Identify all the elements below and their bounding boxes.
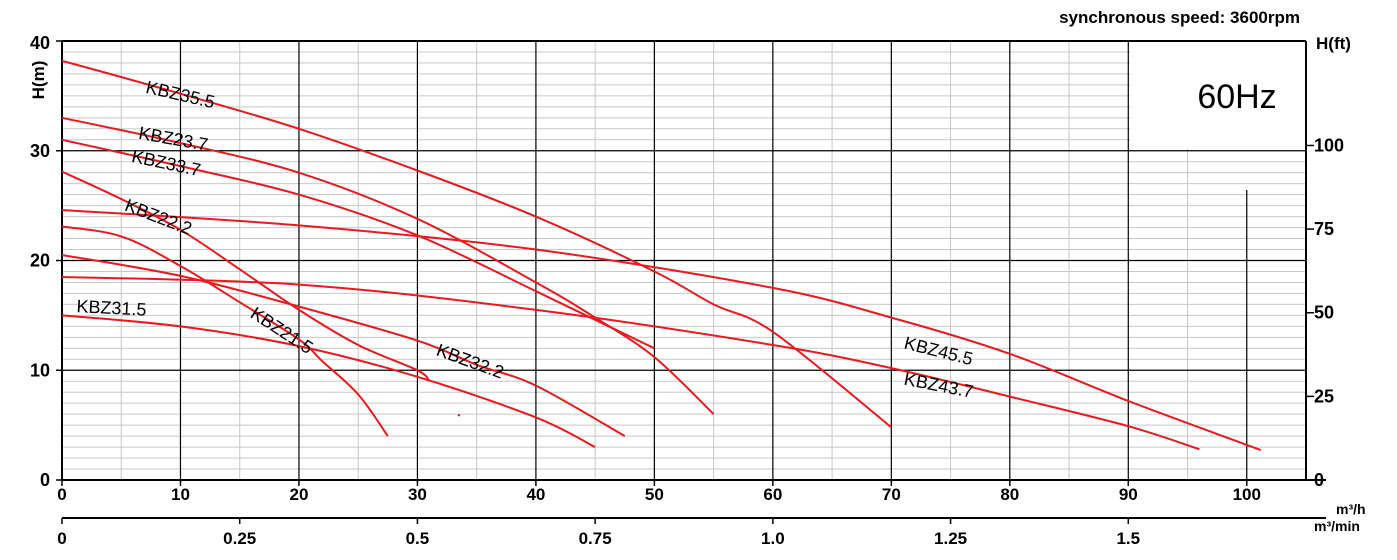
y-tick-label: 30	[30, 141, 50, 161]
tick-labels: 0 10 20 30 40 0 25 50 75 100 0 10 20 30 40 50 60 70 80 90 10…	[30, 33, 1344, 548]
x-tick-label: 40	[526, 485, 545, 504]
curve-kbz32-2	[61, 254, 626, 437]
pump-curves	[61, 59, 1262, 451]
x-bottom-tick-label: 1.25	[934, 529, 967, 548]
x-bottom-tick-label: 1.5	[1116, 529, 1140, 548]
badge-label: 60Hz	[1197, 78, 1276, 116]
curve-label: KBZ31.5	[76, 296, 147, 320]
x-axis-unit-bottom: m³/min	[1314, 518, 1360, 534]
curve-kbz35-5	[61, 59, 892, 429]
x-axis-unit-top: m³/h	[1336, 501, 1366, 517]
y-axis-label-right: H(ft)	[1316, 34, 1351, 53]
curve-kbz21-5	[61, 225, 389, 437]
x-tick-label: 70	[882, 485, 901, 504]
y-tick-label: 10	[30, 360, 50, 380]
curve-kbz23-7	[61, 116, 715, 415]
minor-grid	[62, 41, 1306, 480]
y-right-tick-label: 75	[1314, 219, 1334, 239]
y-tick-label: 40	[30, 33, 50, 53]
x-tick-label: 90	[1119, 485, 1138, 504]
x-tick-label: 80	[1000, 485, 1019, 504]
x-tick-label: 0	[57, 485, 66, 504]
x-tick-label: 100	[1233, 485, 1261, 504]
curve-label: KBZ21.5	[247, 303, 317, 358]
x-tick-label: 10	[171, 485, 190, 504]
y-right-tick-label: 100	[1314, 135, 1344, 155]
x-bottom-tick-label: 0	[57, 529, 66, 548]
y-tick-label: 0	[40, 470, 50, 490]
curve-kbz43-7	[61, 276, 1200, 451]
stray-mark	[457, 414, 461, 417]
x-bottom-tick-label: 1.0	[761, 529, 785, 548]
curve-kbz45-5	[61, 209, 1262, 451]
curve-label: KBZ32.2	[434, 340, 507, 383]
x-bottom-tick-label: 0.25	[223, 529, 256, 548]
y-right-tick-label: 50	[1314, 303, 1334, 323]
curve-kbz22-2	[61, 170, 431, 382]
curve-label: KBZ43.7	[902, 369, 975, 402]
badge-background	[1130, 41, 1306, 149]
major-grid	[62, 41, 1306, 480]
chart-subtitle: synchronous speed: 3600rpm	[1059, 8, 1300, 27]
x-tick-label: 60	[763, 485, 782, 504]
y-axis-label-left: H(m)	[29, 61, 48, 100]
x-tick-label: 50	[645, 485, 664, 504]
curve-labels: KBZ35.5KBZ23.7KBZ33.7KBZ22.2KBZ21.5KBZ32…	[76, 77, 975, 402]
y-right-tick-label: 0	[1314, 470, 1324, 490]
axes	[56, 40, 1326, 524]
y-tick-label: 20	[30, 251, 50, 271]
curve-label: KBZ22.2	[122, 195, 195, 239]
x-tick-label: 20	[289, 485, 308, 504]
curve-kbz31-5	[61, 314, 596, 448]
x-tick-label: 30	[408, 485, 427, 504]
y-right-tick-label: 25	[1314, 386, 1334, 406]
x-bottom-tick-label: 0.5	[406, 529, 430, 548]
x-bottom-tick-label: 0.75	[579, 529, 612, 548]
